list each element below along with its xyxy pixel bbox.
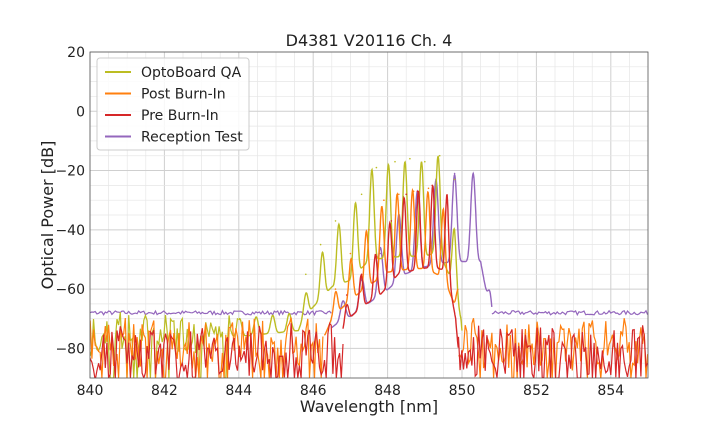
series-peak-trace (238, 155, 463, 337)
series-peak-point (424, 160, 426, 163)
series-peak-point (427, 187, 430, 190)
series-peak-point (375, 166, 378, 169)
series-peak-point (405, 193, 408, 196)
x-tick-label: 846 (300, 383, 327, 399)
series-peak-point (360, 193, 363, 196)
series-layer (90, 154, 648, 378)
series-peak-point (368, 229, 370, 231)
series-pre-burn-in (90, 184, 648, 378)
legend-label: Pre Burn-In (141, 108, 219, 124)
series-noise-trace (457, 325, 648, 378)
x-tick-label: 852 (523, 383, 550, 399)
y-tick-label: −20 (55, 164, 85, 180)
x-tick-label: 844 (225, 383, 252, 399)
y-tick-label: 0 (76, 104, 85, 120)
series-peak-point (442, 214, 445, 216)
series-peak-point (453, 172, 456, 175)
series-peak-point (379, 252, 382, 255)
legend-label: OptoBoard QA (141, 65, 242, 81)
series-peak-point (453, 178, 456, 181)
legend-label: Reception Test (141, 130, 243, 146)
series-peak-point (472, 172, 475, 175)
legend-box (96, 57, 250, 151)
x-tick-label: 848 (374, 383, 401, 399)
x-tick-label: 842 (151, 383, 178, 399)
series-peak-point (360, 273, 363, 276)
series-peak-trace (323, 187, 459, 336)
series-peak-point (409, 157, 411, 160)
x-tick-label: 850 (449, 383, 476, 399)
y-tick-label: 20 (67, 45, 85, 61)
series-peak-point (390, 220, 393, 222)
series-peak-trace (342, 184, 459, 348)
series-peak-point (375, 255, 378, 258)
series-noise-trace (458, 318, 648, 378)
legend: OptoBoard QA Post Burn-In Pre Burn-In Recep… (96, 57, 250, 151)
y-tick-label: −80 (55, 341, 85, 357)
series-noise-trace (90, 309, 332, 317)
series-peak-point (412, 190, 415, 193)
series-peak-point (394, 160, 396, 163)
tick-labels: 840 842 844 846 848 850 852 854 20 0 −20 −40 −60 −80 (55, 45, 624, 399)
plot-frame (89, 51, 649, 379)
series-peak-point (334, 220, 337, 222)
y-tick-label: −40 (55, 223, 85, 239)
series-peak-point (431, 184, 434, 187)
series-noise-trace (491, 309, 648, 317)
chart-title: D4381 V20116 Ch. 4 (286, 31, 453, 50)
series-peak-point (416, 190, 419, 193)
y-tick-label: −60 (55, 282, 85, 298)
series-peak-point (438, 154, 441, 157)
series-peak-point (334, 288, 337, 290)
legend-label: Post Burn-In (141, 87, 226, 103)
series-noise-trace (90, 322, 344, 378)
y-axis-label: Optical Power [dB] (38, 141, 57, 290)
series-peak-point (349, 252, 352, 255)
x-tick-label: 854 (597, 383, 624, 399)
series-peak-point (446, 199, 448, 201)
series-peak-point (319, 243, 322, 246)
series-peak-point (398, 193, 400, 196)
series-peak-point (383, 199, 385, 201)
series-peak-point (345, 294, 348, 296)
x-axis-label: Wavelength [nm] (300, 397, 438, 416)
series-peak-point (305, 273, 307, 276)
x-tick-label: 840 (77, 383, 104, 399)
